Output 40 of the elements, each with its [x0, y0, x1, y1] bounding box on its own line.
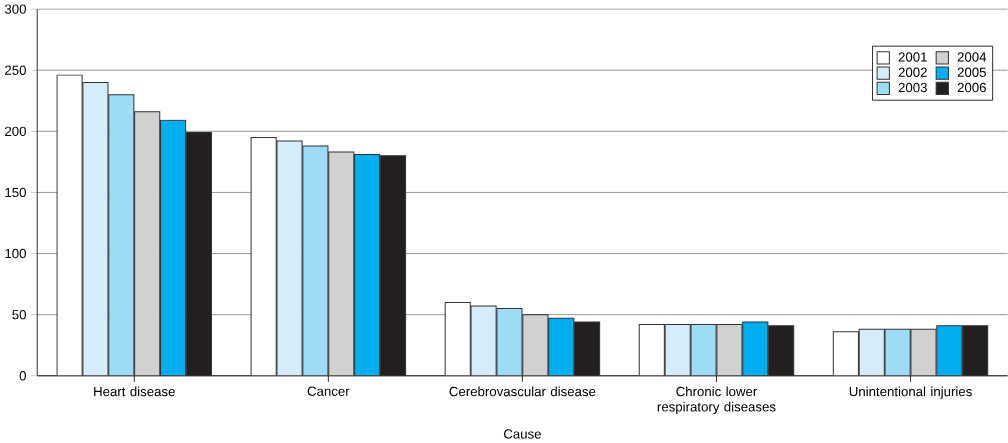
- bar: [768, 325, 795, 376]
- bar: [108, 94, 135, 376]
- bar: [522, 314, 549, 376]
- x-tick-label: Cancer: [307, 386, 350, 396]
- legend-label: 2003: [898, 82, 927, 93]
- bar: [328, 151, 355, 376]
- bar: [185, 132, 213, 376]
- legend-label: 2001: [898, 52, 927, 62]
- bar: [160, 119, 187, 376]
- x-tick-label: Unintentional injuries: [849, 386, 972, 399]
- y-tick-label: 0: [19, 371, 26, 381]
- bar: [884, 328, 911, 376]
- legend-label: 2004: [957, 52, 987, 62]
- x-tick-label: Chronic lower respiratory diseases: [657, 386, 776, 415]
- bar: [354, 154, 381, 376]
- x-tick-label: Cerebrovascular disease: [449, 386, 596, 397]
- bar: [574, 321, 601, 376]
- bar: [664, 323, 691, 376]
- y-tick-label: 150: [5, 187, 26, 198]
- bar: [962, 325, 989, 376]
- x-axis-title: Cause: [503, 429, 541, 439]
- bar: [742, 321, 769, 376]
- y-tick-label: 300: [4, 4, 26, 14]
- x-tick-label: Heart disease: [94, 386, 175, 397]
- bar: [936, 325, 963, 376]
- bar: [379, 155, 407, 376]
- bar: [302, 145, 329, 376]
- legend-label: 2002: [898, 67, 927, 77]
- bar: [134, 111, 161, 376]
- bar: [496, 308, 523, 376]
- y-tick-label: 250: [5, 65, 26, 75]
- y-tick-label: 50: [12, 309, 26, 320]
- bar: [858, 328, 885, 376]
- bar: [276, 140, 303, 376]
- bar: [82, 81, 109, 376]
- y-tick-label: 200: [5, 126, 26, 136]
- y-tick-label: 100: [5, 248, 26, 259]
- legend-label: 2006: [957, 82, 986, 93]
- bar: [548, 317, 575, 376]
- legend-label: 2005: [957, 67, 986, 77]
